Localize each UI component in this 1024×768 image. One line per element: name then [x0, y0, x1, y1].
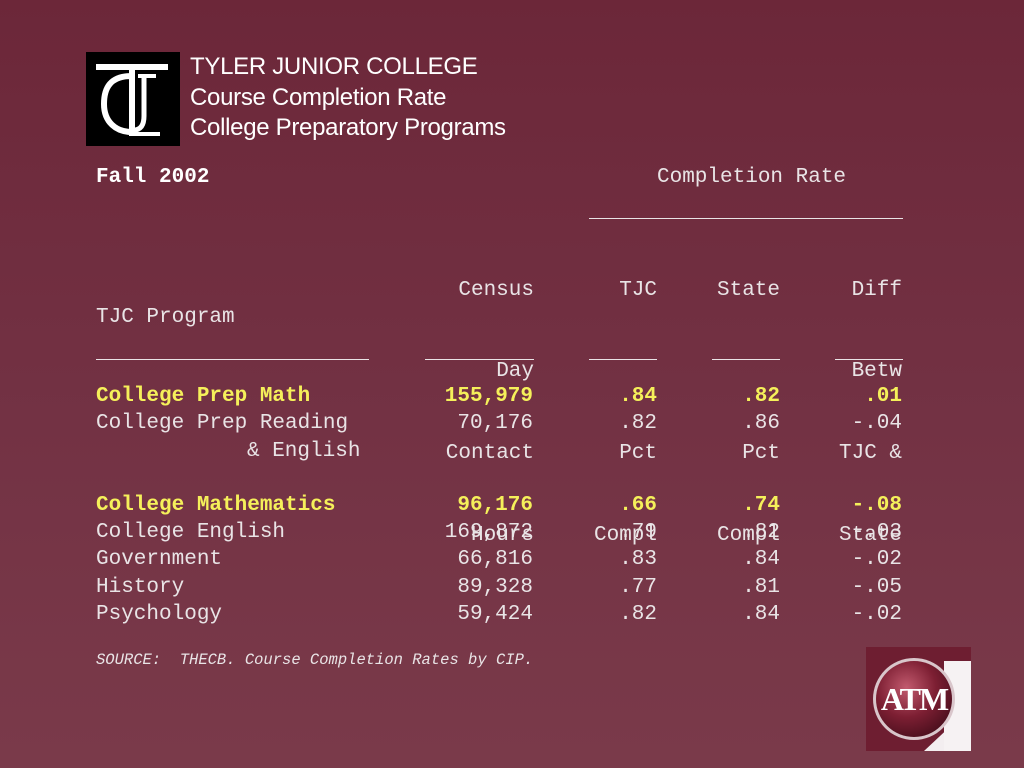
program-name: College Mathematics — [96, 494, 336, 517]
tjc-logo — [86, 52, 180, 146]
atm-logo: ATM — [866, 647, 971, 751]
tjc-pct: .84 — [619, 385, 657, 408]
program-name: College English — [96, 521, 286, 544]
state-pct: .84 — [742, 548, 780, 571]
header-state-3: Pct — [742, 442, 780, 466]
header-hours-4: Hours — [470, 524, 534, 548]
header-tjc-3: Pct — [619, 442, 657, 466]
tjc-pct: .83 — [619, 548, 657, 571]
table-row: College Mathematics 96,176 .66 .74 -.08 — [96, 494, 906, 521]
table-row: College Prep Reading 70,176 .82 .86 -.04 — [96, 412, 906, 439]
title-line-2: Course Completion Rate — [190, 83, 447, 111]
diff-value: -.03 — [851, 521, 902, 544]
header-tjc: TJC Pct Compl — [594, 222, 657, 577]
term-label: Fall 2002 — [96, 166, 210, 189]
contact-hours: 89,328 — [457, 576, 533, 599]
diff-value: -.02 — [851, 603, 902, 626]
program-name: Government — [96, 548, 223, 571]
state-pct: .81 — [742, 576, 780, 599]
program-name-continued: & English — [247, 440, 361, 463]
contact-hours: 155,979 — [444, 385, 533, 408]
state-pct: .82 — [742, 521, 780, 544]
diff-rule — [835, 359, 903, 360]
source-note: SOURCE: THECB. Course Completion Rates b… — [96, 651, 534, 669]
header-tjc-4: Compl — [593, 524, 657, 548]
header-hours-2: Day — [496, 360, 534, 384]
table-row: Psychology 59,424 .82 .84 -.02 — [96, 603, 906, 630]
header-diff-2: Betw — [851, 360, 902, 384]
tjc-pct: .82 — [619, 603, 657, 626]
header-diff-3: TJC & — [838, 442, 902, 466]
header-hours: Census Day Contact Hours — [446, 222, 534, 577]
header-state-2 — [717, 358, 780, 385]
header-diff: Diff Betw TJC & State — [839, 222, 902, 577]
tjc-rule — [589, 359, 657, 360]
header-state-4: Compl — [716, 524, 780, 548]
slide-title: TYLER JUNIOR COLLEGE Course Completion R… — [190, 52, 506, 144]
diff-value: -.05 — [851, 576, 902, 599]
program-name: History — [96, 576, 185, 599]
program-rule — [96, 359, 369, 360]
header-hours-1: Census — [458, 278, 534, 302]
tjc-pct: .82 — [619, 412, 657, 435]
diff-value: -.02 — [851, 548, 902, 571]
contact-hours: 169,872 — [444, 521, 533, 544]
diff-value: .01 — [864, 385, 902, 408]
contact-hours: 96,176 — [457, 494, 533, 517]
header-hours-3: Contact — [445, 442, 534, 466]
atm-seal-icon: ATM — [866, 647, 971, 751]
atm-logo-text: ATM — [881, 681, 949, 717]
table-row: History 89,328 .77 .81 -.05 — [96, 576, 906, 603]
table-row: College English 169,872 .79 .82 -.03 — [96, 521, 906, 548]
contact-hours: 66,816 — [457, 548, 533, 571]
header-state-1: State — [716, 278, 780, 302]
header-program: TJC Program — [96, 306, 235, 329]
state-rule — [712, 359, 780, 360]
tjc-monogram-icon — [86, 52, 180, 146]
tjc-pct: .66 — [619, 494, 657, 517]
table-row: Government 66,816 .83 .84 -.02 — [96, 548, 906, 575]
state-pct: .84 — [742, 603, 780, 626]
contact-hours: 70,176 — [457, 412, 533, 435]
diff-value: -.08 — [851, 494, 902, 517]
completion-rate-label: Completion Rate — [657, 166, 847, 189]
table-row: College Prep Math 155,979 .84 .82 .01 — [96, 385, 906, 412]
title-line-1: TYLER JUNIOR COLLEGE — [190, 53, 478, 80]
header-tjc-2 — [594, 358, 657, 385]
header-diff-4: State — [838, 524, 902, 548]
header-diff-1: Diff — [851, 278, 902, 302]
tjc-pct: .79 — [619, 521, 657, 544]
completion-rate-rule — [589, 218, 903, 219]
state-pct: .82 — [742, 385, 780, 408]
contact-hours: 59,424 — [457, 603, 533, 626]
hours-rule — [425, 359, 534, 360]
diff-value: -.04 — [851, 412, 902, 435]
state-pct: .74 — [742, 494, 780, 517]
state-pct: .86 — [742, 412, 780, 435]
program-name: College Prep Reading — [96, 412, 349, 435]
header-tjc-1: TJC — [619, 278, 657, 302]
title-line-3: College Preparatory Programs — [190, 114, 506, 141]
tjc-pct: .77 — [619, 576, 657, 599]
program-name: College Prep Math — [96, 385, 311, 408]
table-row-continuation: & English — [96, 440, 906, 467]
header-state: State Pct Compl — [717, 222, 780, 577]
program-name: Psychology — [96, 603, 223, 626]
